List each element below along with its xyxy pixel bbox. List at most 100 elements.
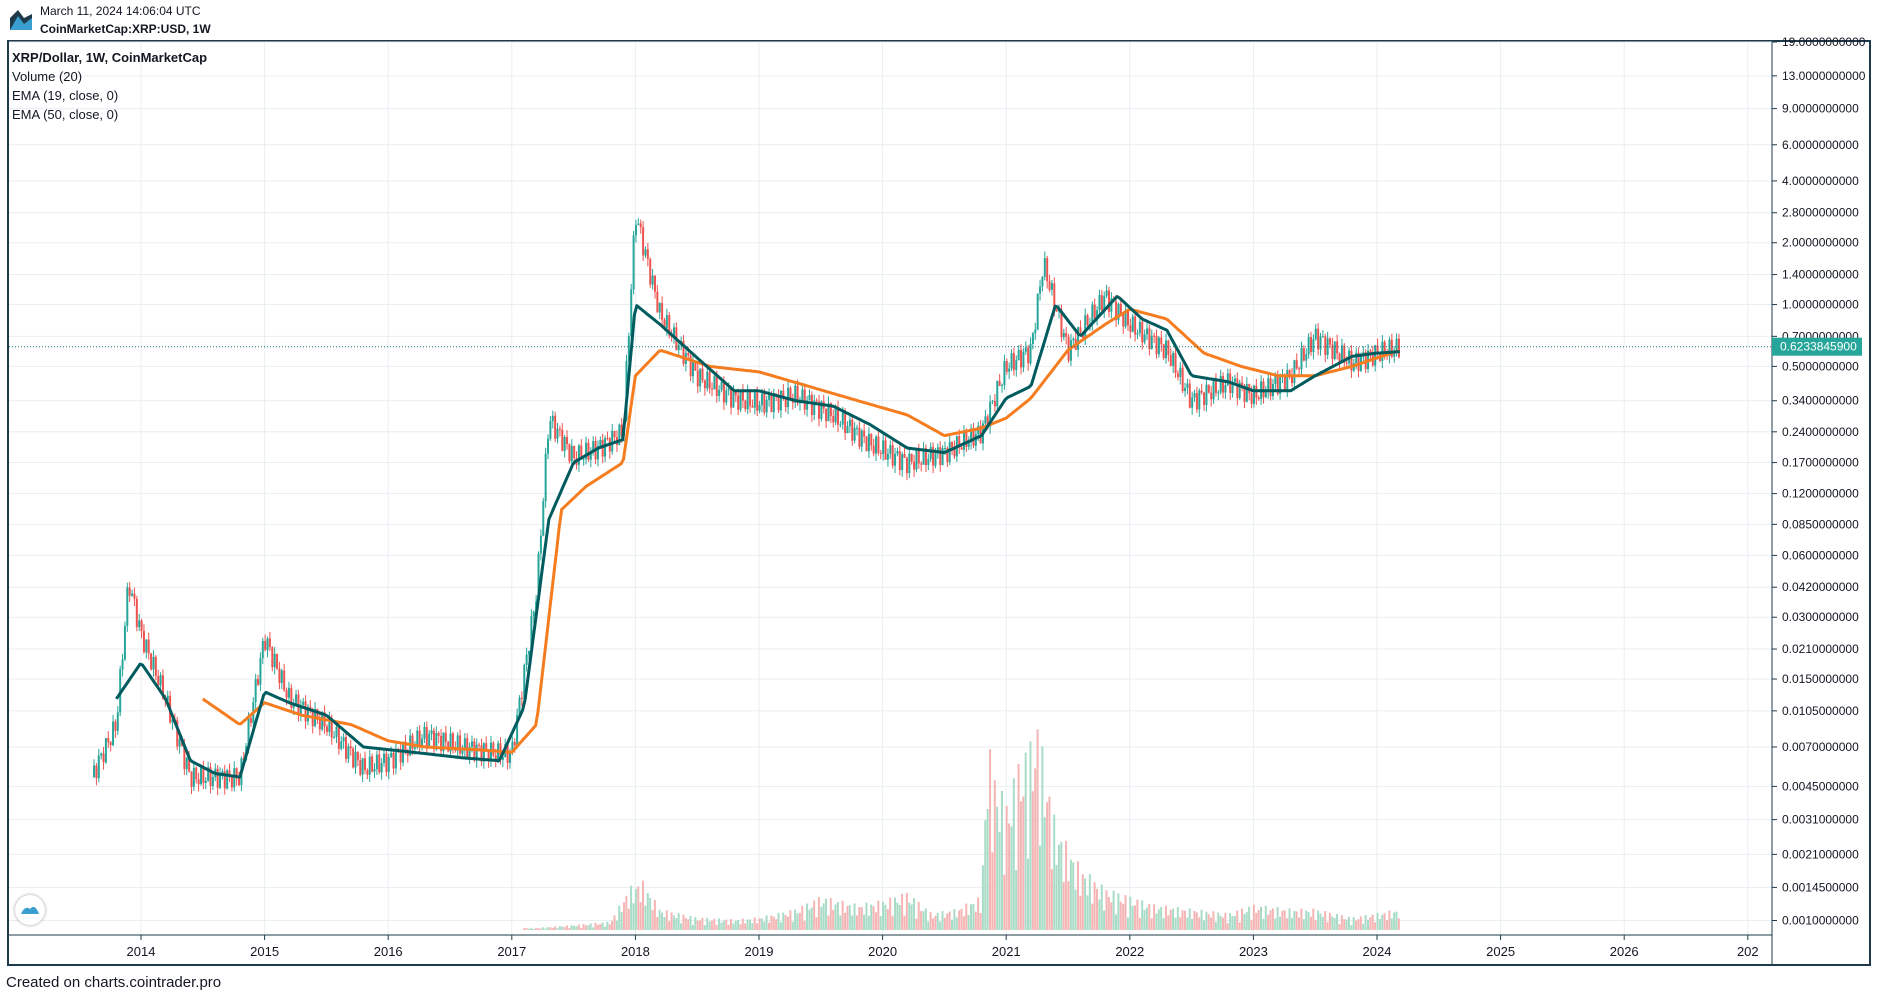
volume-bar <box>661 912 664 930</box>
candle-body <box>599 439 602 447</box>
candle-body <box>1212 379 1215 400</box>
candle-body <box>290 687 293 708</box>
y-tick-label: 9.0000000000 <box>1782 102 1859 116</box>
volume-bar <box>639 902 642 930</box>
candle-body <box>1060 309 1063 338</box>
volume-bar <box>670 912 673 930</box>
volume-bar <box>832 909 835 930</box>
candle-body <box>104 738 107 763</box>
volume-bar <box>637 886 640 930</box>
volume-bar <box>544 928 547 930</box>
volume-bar <box>527 928 530 930</box>
candle-body <box>451 733 454 748</box>
volume-bar <box>1017 763 1020 930</box>
candle-body <box>877 436 880 453</box>
candle-body <box>1310 337 1313 353</box>
candle-body <box>839 424 842 426</box>
candle-body <box>924 448 927 466</box>
volume-bar <box>741 918 744 930</box>
volume-bar <box>753 917 756 930</box>
volume-bar <box>570 925 573 930</box>
candle-body <box>428 733 431 746</box>
volume-bar <box>1160 906 1163 930</box>
candle-body <box>325 726 328 732</box>
candle-body <box>371 756 374 772</box>
volume-bar <box>903 915 906 930</box>
candle-body <box>171 719 174 723</box>
candle-body <box>813 400 816 416</box>
y-tick-label: 0.0420000000 <box>1782 580 1859 594</box>
candle-body <box>1008 368 1011 372</box>
candle-body <box>511 741 514 754</box>
volume-bar <box>889 897 892 930</box>
candle-body <box>107 738 110 743</box>
candle-body <box>342 737 345 742</box>
volume-bar <box>694 917 697 930</box>
candle-body <box>634 224 637 236</box>
candle-body <box>737 395 740 410</box>
candle-body <box>646 249 649 260</box>
candle-body <box>1250 393 1253 404</box>
candle-body <box>948 441 951 463</box>
x-tick-label: 202 <box>1737 944 1759 959</box>
volume-bar <box>1126 917 1129 930</box>
volume-bar <box>1376 912 1379 930</box>
volume-bar <box>1057 844 1060 930</box>
candle-body <box>972 428 975 446</box>
candle-body <box>734 391 737 396</box>
candle-body <box>1264 391 1267 398</box>
candle-body <box>573 445 576 459</box>
candle-body <box>1039 286 1042 294</box>
volume-bar <box>931 918 934 930</box>
candle-body <box>993 400 996 407</box>
volume-bar <box>908 902 911 930</box>
volume-bar <box>1110 902 1113 930</box>
volume-bar <box>620 912 623 930</box>
candle-body <box>1274 376 1277 385</box>
volume-bar <box>1041 746 1044 930</box>
volume-bar <box>858 907 861 930</box>
candle-body <box>611 430 614 452</box>
candle-body <box>639 223 642 228</box>
tradingview-logo-icon[interactable] <box>15 895 45 925</box>
candle-body <box>1217 392 1220 394</box>
volume-bar <box>851 915 854 930</box>
volume-bar <box>1210 917 1213 930</box>
candle-body <box>394 748 397 769</box>
candle-body <box>361 758 364 775</box>
volume-bar <box>1307 912 1310 930</box>
volume-bar <box>1276 907 1279 930</box>
candle-body <box>810 394 813 416</box>
volume-bar <box>822 903 825 930</box>
volume-bar <box>1008 823 1011 930</box>
volume-bar <box>981 865 984 930</box>
candle-body <box>901 454 904 471</box>
candle-body <box>530 616 533 651</box>
volume-bar <box>554 926 557 930</box>
volume-bar <box>863 914 866 930</box>
volume-bar <box>584 925 587 930</box>
x-tick-label: 2023 <box>1239 944 1268 959</box>
candle-body <box>435 732 438 750</box>
candle-body <box>368 756 371 775</box>
candle-body <box>1238 382 1241 399</box>
volume-bar <box>1200 909 1203 930</box>
candle-body <box>525 654 528 665</box>
candle-body <box>542 501 545 536</box>
candle-body <box>566 436 569 445</box>
candle-body <box>1324 336 1327 355</box>
candle-body <box>1231 381 1234 393</box>
candle-body <box>620 424 623 437</box>
volume-bar <box>615 920 618 930</box>
volume-bar <box>1198 917 1201 930</box>
candle-body <box>1126 310 1129 326</box>
candle-body <box>1390 339 1393 357</box>
volume-bar <box>951 919 954 930</box>
volume-bar <box>984 820 987 930</box>
volume-bar <box>580 927 583 930</box>
volume-bar <box>1302 919 1305 930</box>
candle-body <box>870 433 873 446</box>
volume-bar <box>910 904 913 930</box>
candle-body <box>375 754 378 770</box>
